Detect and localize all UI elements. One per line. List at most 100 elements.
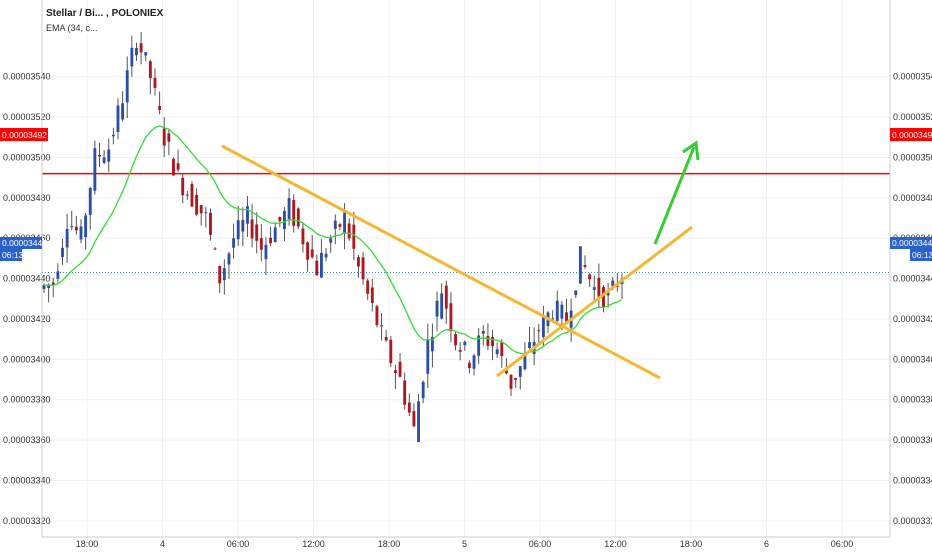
candle-body	[588, 274, 592, 280]
x-tick-label: 5	[462, 539, 467, 549]
y-tick-label-right: 0.00003540	[893, 72, 932, 82]
candle-body	[222, 268, 226, 281]
symbol-title[interactable]: Stellar / Bi... , POLONIEX	[46, 8, 164, 19]
candle-body	[51, 282, 55, 285]
candle-body	[338, 224, 342, 227]
candle-body	[518, 366, 522, 377]
candle-body	[296, 208, 300, 227]
y-tick-label-left: 0.00003500	[3, 152, 51, 162]
candle-body	[181, 177, 185, 196]
candle-body	[329, 238, 333, 243]
y-tick-label-right: 0.00003400	[893, 354, 932, 364]
candle-body	[74, 226, 78, 231]
y-tick-label-right: 0.00003440	[893, 274, 932, 284]
candle-body	[356, 257, 360, 267]
resistance-badge-right: 0.00003492	[890, 128, 932, 141]
y-tick-label-left: 0.00003400	[3, 354, 51, 364]
candle-body	[611, 280, 615, 288]
candle-body	[153, 77, 157, 88]
candle-body	[292, 199, 296, 226]
candle-body	[454, 334, 457, 346]
candle-body	[102, 157, 106, 163]
candle-body	[209, 212, 212, 235]
candle-body	[375, 306, 379, 326]
candle-body	[144, 52, 148, 56]
candle-body	[352, 224, 356, 249]
candle-body	[47, 284, 51, 289]
candle-body	[583, 265, 587, 267]
candle-body	[107, 149, 111, 162]
current-badge-right-label: 0.00003443	[892, 238, 932, 248]
y-tick-label-left: 0.00003380	[3, 395, 51, 405]
candle-body	[343, 212, 346, 234]
candle-body	[440, 293, 444, 319]
candle-body	[514, 378, 518, 380]
candle-body	[315, 260, 319, 276]
ema-legend[interactable]: EMA (34, c...	[46, 23, 98, 33]
candle-body	[167, 133, 171, 142]
candle-body	[61, 247, 64, 257]
candle-body	[287, 198, 291, 220]
candle-body	[70, 226, 74, 228]
candle-body	[393, 370, 397, 374]
candle-body	[444, 285, 448, 309]
candle-body	[162, 128, 166, 146]
candle-body	[190, 184, 194, 207]
candle-body	[491, 337, 494, 347]
candle-body	[255, 224, 259, 241]
candle-body	[310, 249, 314, 258]
candle-body	[528, 342, 531, 349]
candle-body	[541, 315, 545, 338]
candle-body	[361, 257, 365, 280]
current-badge-right: 0.00003443 06:13	[890, 237, 932, 261]
candle-body	[185, 194, 189, 196]
candle-body	[426, 339, 430, 374]
countdown-badge-bg	[0, 249, 22, 261]
y-tick-label-left: 0.00003320	[3, 516, 51, 526]
breakout-arrow-head	[682, 140, 700, 161]
candle-body	[467, 362, 471, 368]
candle-body	[504, 370, 508, 374]
candle-body	[111, 134, 115, 137]
x-tick-label: 18:00	[680, 539, 703, 549]
countdown-badge-right-label: 06:13	[912, 250, 932, 260]
candle-body	[204, 212, 208, 214]
y-tick-label-right: 0.00003320	[893, 516, 932, 526]
candle-body	[172, 158, 175, 176]
candle-body	[606, 292, 610, 296]
candle-body	[389, 339, 393, 364]
candle-body	[42, 285, 46, 289]
candle-body	[213, 248, 217, 250]
candle-body	[421, 381, 425, 399]
candle-body	[139, 43, 143, 53]
candle-body	[500, 342, 504, 357]
drawings-layer	[221, 140, 700, 380]
candle-body	[597, 277, 601, 297]
resistance-badge-bg	[0, 128, 48, 141]
breakout-arrow-shaft	[653, 146, 696, 245]
candle-body	[555, 300, 559, 321]
candle-body	[370, 287, 374, 303]
x-tick-label: 06:00	[227, 539, 250, 549]
candle-body	[273, 227, 277, 243]
countdown-badge-label: 06:13	[2, 250, 24, 260]
x-tick-label: 18:00	[378, 539, 401, 549]
x-tick-label: 06:00	[529, 539, 552, 549]
descending-trendline	[221, 144, 661, 380]
candle-body	[241, 219, 245, 232]
y-tick-label-right: 0.00003520	[893, 112, 932, 122]
candle-body	[417, 401, 420, 443]
candle-body	[218, 266, 222, 284]
candle-body	[236, 220, 240, 240]
y-tick-label-right: 0.00003420	[893, 314, 932, 324]
candle-body	[320, 252, 323, 278]
candle-body	[449, 303, 453, 331]
candle-body	[135, 47, 138, 56]
candle-body	[88, 188, 92, 215]
candle-body	[148, 61, 152, 79]
candle-body	[523, 354, 527, 370]
candle-body	[477, 335, 481, 356]
candle-body	[250, 219, 254, 239]
